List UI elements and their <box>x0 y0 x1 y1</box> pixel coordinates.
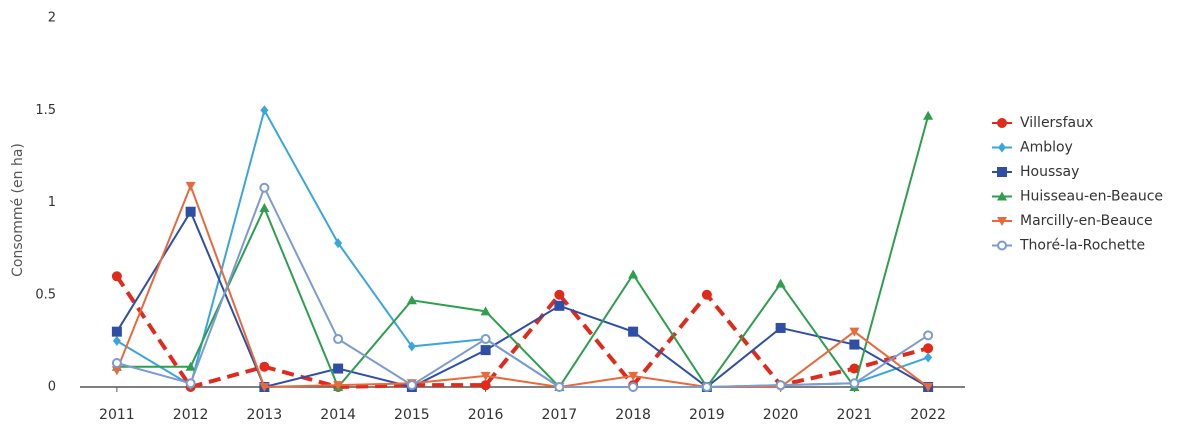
x-tick-label: 2021 <box>837 407 873 423</box>
data-point <box>185 206 196 217</box>
data-point <box>480 345 491 356</box>
data-point <box>849 378 860 389</box>
data-point <box>701 382 712 392</box>
legend-marker <box>998 142 1006 153</box>
legend-marker <box>997 191 1007 201</box>
x-tick-label: 2013 <box>247 407 283 423</box>
legend-label: Marcilly-en-Beauce <box>1020 213 1153 229</box>
y-axis-label: Consommé (en ha) <box>10 143 26 277</box>
data-point <box>259 203 270 213</box>
legend-label: Villersfaux <box>1020 115 1093 131</box>
x-tick-label: 2018 <box>615 407 651 423</box>
data-point <box>259 383 270 392</box>
legend-label: Ambloy <box>1020 140 1073 156</box>
series-line <box>116 115 930 390</box>
data-point <box>480 380 491 391</box>
series-line <box>115 183 929 389</box>
data-point <box>554 382 565 392</box>
data-point <box>260 105 269 116</box>
data-point <box>923 343 934 354</box>
data-point <box>628 371 639 381</box>
data-point <box>333 381 344 391</box>
data-point <box>775 322 786 333</box>
data-point <box>480 306 491 316</box>
legend-label: Houssay <box>1020 164 1079 180</box>
data-point <box>185 378 196 389</box>
data-point <box>407 341 416 352</box>
data-point <box>628 269 639 279</box>
data-point <box>406 380 417 391</box>
data-point <box>333 363 344 374</box>
data-point <box>259 182 270 193</box>
x-tick-label: 2020 <box>763 407 799 423</box>
x-tick-label: 2017 <box>542 407 578 423</box>
legend-marker <box>997 118 1007 128</box>
x-tick-label: 2019 <box>689 407 725 423</box>
x-tick-label: 2022 <box>910 407 946 423</box>
legend-marker <box>997 167 1007 177</box>
legend-label: Huisseau-en-Beauce <box>1020 189 1163 205</box>
data-point <box>849 339 860 350</box>
data-point <box>849 327 860 337</box>
y-tick-label: 0.5 <box>35 287 56 302</box>
x-tick-label: 2015 <box>394 407 430 423</box>
data-point <box>849 363 860 374</box>
data-point <box>923 383 934 392</box>
series-line <box>116 209 929 389</box>
legend-marker <box>997 240 1007 251</box>
data-point <box>701 289 712 300</box>
data-point <box>628 326 639 337</box>
y-tick-label: 1.5 <box>35 103 56 118</box>
data-point <box>185 181 196 191</box>
data-point <box>554 289 565 300</box>
data-point <box>924 352 933 363</box>
x-tick-label: 2016 <box>468 407 504 423</box>
data-point <box>554 300 565 311</box>
y-tick-label: 2 <box>48 11 56 26</box>
data-point <box>111 271 122 282</box>
data-point <box>334 238 343 249</box>
data-point <box>112 335 121 346</box>
data-point <box>333 334 344 345</box>
legend-label: Thoré-la-Rochette <box>1019 238 1145 254</box>
data-point <box>923 110 934 120</box>
data-point <box>406 295 417 305</box>
data-point <box>259 361 270 372</box>
data-point <box>628 382 639 392</box>
data-point <box>480 371 491 381</box>
data-point <box>923 330 934 341</box>
data-point <box>775 278 786 288</box>
y-tick-label: 1 <box>48 195 56 210</box>
series-line <box>116 107 929 388</box>
series-line <box>115 275 929 390</box>
x-tick-label: 2011 <box>99 407 135 423</box>
data-point <box>185 361 196 371</box>
data-point <box>111 366 122 376</box>
data-point <box>111 326 122 337</box>
data-point <box>480 334 491 345</box>
y-tick-label: 0 <box>48 380 56 395</box>
x-tick-label: 2012 <box>173 407 209 423</box>
data-point <box>775 380 786 391</box>
data-point <box>111 358 122 369</box>
series-line <box>116 185 929 388</box>
legend-marker <box>997 217 1007 226</box>
x-tick-label: 2014 <box>320 407 356 423</box>
